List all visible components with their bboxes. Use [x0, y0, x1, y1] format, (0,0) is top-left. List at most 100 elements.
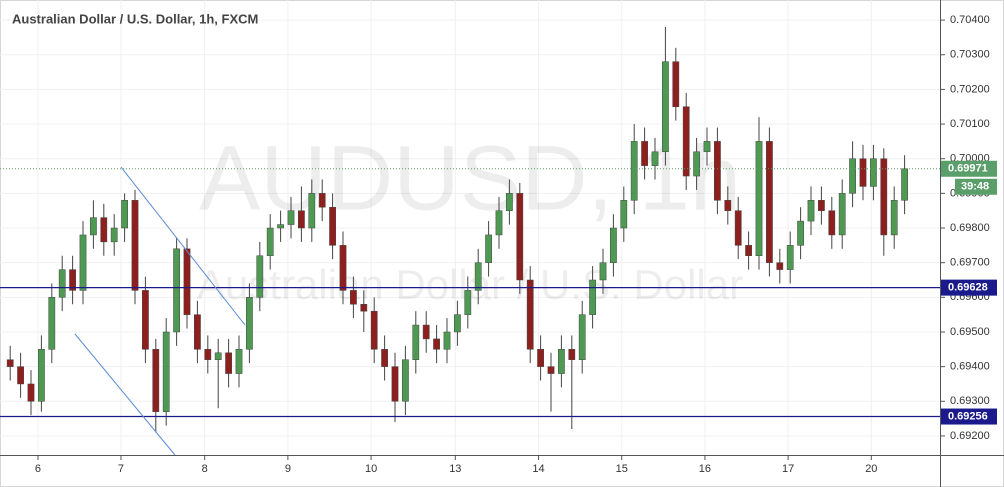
candle-body — [838, 193, 846, 236]
candle-body — [786, 245, 794, 270]
candle-body — [620, 200, 628, 229]
candle-body — [422, 324, 430, 340]
candle-body — [433, 338, 440, 350]
candle-body — [152, 349, 160, 412]
plot — [0, 27, 940, 433]
candle-body — [766, 141, 773, 263]
candle-body — [859, 158, 867, 187]
y-tick-label: 0.70300 — [950, 49, 990, 61]
candle-body — [485, 234, 492, 263]
candle-body — [287, 210, 295, 225]
candle-body — [17, 366, 24, 385]
candle-body — [610, 227, 617, 263]
x-tick-label: 14 — [532, 463, 544, 475]
candle-body — [558, 349, 565, 374]
candle-body — [724, 200, 732, 211]
x-tick-label: 20 — [865, 463, 877, 475]
candle-body — [350, 290, 357, 305]
countdown: 39:48 — [961, 181, 989, 193]
y-tick-label: 0.69500 — [950, 326, 990, 338]
candle-body — [246, 297, 253, 350]
candle-body — [402, 359, 409, 402]
x-tick-label: 15 — [616, 463, 628, 475]
candle-body — [454, 314, 461, 333]
candle-body — [516, 193, 524, 281]
candle-body — [589, 279, 596, 315]
grid — [0, 0, 940, 455]
candle-body — [173, 248, 180, 333]
candle-body — [79, 234, 87, 291]
candle-body — [474, 262, 482, 291]
candle-body — [641, 141, 648, 166]
candle-body — [464, 290, 472, 315]
candle-body — [214, 352, 222, 360]
candle-body — [339, 245, 347, 291]
candle-body — [745, 245, 752, 256]
candle-body — [318, 193, 326, 208]
candle-body — [828, 210, 836, 236]
candle-body — [693, 151, 700, 177]
candle-body — [870, 158, 877, 187]
countdown-box — [955, 178, 997, 195]
candle-body — [547, 366, 555, 374]
candle-body — [537, 349, 544, 367]
x-tick-label: 9 — [285, 463, 291, 475]
candle-body — [506, 193, 513, 211]
candle-body — [381, 349, 388, 367]
candle-body — [849, 158, 856, 194]
trend-line — [74, 333, 176, 456]
candle-body — [703, 141, 711, 153]
y-tick-label: 0.69200 — [950, 430, 990, 442]
candle-body — [568, 349, 576, 360]
chart-title: Australian Dollar / U.S. Dollar, 1h, FXC… — [12, 11, 258, 26]
candle-body — [121, 200, 128, 229]
y-tick-label: 0.70100 — [950, 118, 990, 130]
candle-body — [370, 310, 378, 350]
last-price-label: 0.69971 — [948, 163, 988, 175]
candle-body — [807, 200, 815, 222]
candle-body — [526, 279, 534, 350]
candle-body — [256, 255, 264, 298]
candle-body — [225, 352, 232, 374]
candle-body — [890, 200, 898, 236]
candle-body — [277, 224, 284, 229]
y-tick-label: 0.70400 — [950, 14, 990, 26]
candle-body — [630, 141, 638, 201]
x-tick-label: 6 — [35, 463, 41, 475]
candle-body — [797, 220, 804, 246]
candle-body — [308, 193, 316, 229]
x-tick-label: 10 — [365, 463, 377, 475]
candle-body — [298, 210, 305, 229]
candle-body — [204, 349, 212, 360]
trend-line — [120, 166, 246, 326]
price-label-box — [941, 408, 997, 425]
y-tick-label: 0.69300 — [950, 395, 990, 407]
candle-body — [69, 269, 76, 291]
candle-body — [131, 200, 139, 291]
y-tick-label: 0.69800 — [950, 222, 990, 234]
candle-body — [776, 262, 784, 270]
candle-body — [578, 314, 586, 360]
candle-body — [391, 366, 399, 402]
candle-body — [682, 106, 690, 177]
candle-body — [329, 206, 336, 246]
x-tick-label: 13 — [449, 463, 461, 475]
x-tick-label: 17 — [782, 463, 794, 475]
candle-body — [599, 262, 607, 281]
candle-body — [714, 141, 721, 201]
y-tick-label: 0.69400 — [950, 361, 990, 373]
candle-body — [880, 158, 888, 236]
candle-body — [734, 210, 742, 246]
candle-body — [235, 349, 243, 374]
axis-labels: 0.692000.693000.694000.695000.696000.697… — [35, 14, 997, 475]
candle-body — [443, 331, 451, 350]
candle-body — [58, 269, 66, 298]
candle-body — [194, 314, 201, 350]
candle-body — [360, 304, 368, 312]
x-tick-label: 8 — [202, 463, 208, 475]
price-label-box — [941, 279, 997, 296]
candle-body — [48, 297, 56, 350]
y-tick-label: 0.70200 — [950, 83, 990, 95]
